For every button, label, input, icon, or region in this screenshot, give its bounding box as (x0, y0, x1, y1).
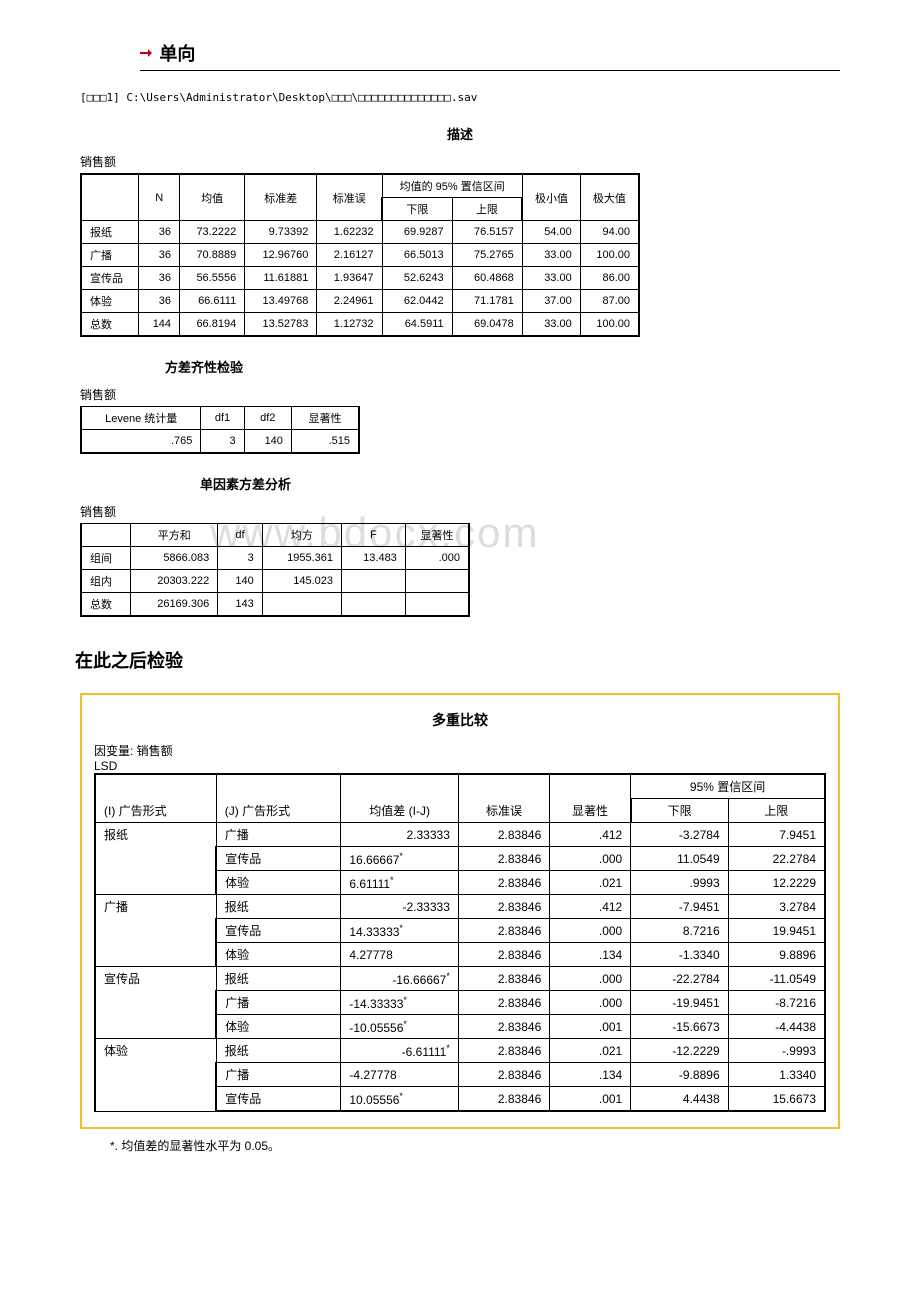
desc-subtitle: 销售额 (80, 153, 840, 170)
table-row: 报纸3673.22229.733921.6223269.928776.51575… (81, 221, 639, 244)
main-title: 单向 (159, 40, 195, 66)
method: LSD (94, 759, 826, 773)
table-row: 宣传品3656.555611.618811.9364752.624360.486… (81, 267, 639, 290)
anova-title: 单因素方差分析 (80, 474, 840, 493)
page: 单向 [□□□1] C:\Users\Administrator\Desktop… (0, 0, 920, 1194)
col-df1: df1 (201, 407, 244, 430)
anova-subtitle: 销售额 (80, 503, 840, 520)
levene-table: Levene 统计量 df1 df2 显著性 .765 3 140 .515 (80, 406, 360, 454)
cell: 140 (244, 430, 291, 454)
col-lower: 下限 (382, 198, 452, 221)
table-row: 组内20303.222140145.023 (81, 570, 469, 593)
table-row: 组间5866.08331955.36113.483.000 (81, 547, 469, 570)
col-upper: 上限 (728, 799, 825, 823)
col-sig: 显著性 (291, 407, 359, 430)
col-lower: 下限 (631, 799, 728, 823)
col-min: 极小值 (522, 174, 580, 221)
col-std: 标准差 (245, 174, 317, 221)
col-levene-stat: Levene 统计量 (81, 407, 201, 430)
dep-var: 因变量: 销售额 (94, 742, 826, 759)
posthoc-title: 在此之后检验 (75, 647, 840, 673)
col-df: df (218, 524, 263, 547)
title-divider (140, 70, 840, 71)
col-n: N (139, 174, 180, 221)
col-sig: 显著性 (405, 524, 469, 547)
table-row: 广播报纸-2.333332.83846.412-7.94513.2784 (95, 895, 825, 919)
cell: 3 (201, 430, 244, 454)
levene-title: 方差齐性检验 (80, 357, 840, 376)
col-se: 标准误 (317, 174, 382, 221)
table-row: 报纸广播2.333332.83846.412-3.27847.9451 (95, 823, 825, 847)
cell: .515 (291, 430, 359, 454)
file-path: [□□□1] C:\Users\Administrator\Desktop\□□… (80, 91, 840, 104)
col-max: 极大值 (580, 174, 639, 221)
table-row: 总数14466.819413.527831.1273264.591169.047… (81, 313, 639, 337)
col-df2: df2 (244, 407, 291, 430)
title-section: 单向 (140, 40, 840, 71)
col-ci: 95% 置信区间 (631, 774, 825, 799)
table-row: 宣传品报纸-16.66667*2.83846.000-22.2784-11.05… (95, 967, 825, 991)
anova-table: 平方和 df 均方 F 显著性 组间5866.08331955.36113.48… (80, 523, 470, 617)
col-f: F (341, 524, 405, 547)
col-ms: 均方 (262, 524, 341, 547)
col-diff: 均值差 (I-J) (341, 774, 459, 823)
content: [□□□1] C:\Users\Administrator\Desktop\□□… (80, 91, 840, 1154)
posthoc-table: (I) 广告形式 (J) 广告形式 均值差 (I-J) 标准误 显著性 95% … (94, 773, 826, 1112)
col-sig: 显著性 (550, 774, 631, 823)
table-row: 广播3670.888912.967602.1612766.501375.2765… (81, 244, 639, 267)
col-se: 标准误 (458, 774, 549, 823)
table-row: 体验报纸-6.61111*2.83846.021-12.2229-.9993 (95, 1039, 825, 1063)
col-i: (I) 广告形式 (95, 774, 216, 823)
table-row: 总数26169.306143 (81, 593, 469, 617)
col-j: (J) 广告形式 (216, 774, 341, 823)
col-ss: 平方和 (131, 524, 218, 547)
desc-title: 描述 (80, 124, 840, 143)
col-upper: 上限 (452, 198, 522, 221)
posthoc-box: 多重比较 因变量: 销售额 LSD (I) 广告形式 (J) 广告形式 均值差 … (80, 693, 840, 1129)
table-row: 体验3666.611113.497682.2496162.044271.1781… (81, 290, 639, 313)
footnote: *. 均值差的显著性水平为 0.05。 (110, 1137, 840, 1154)
cell: .765 (81, 430, 201, 454)
box-title: 多重比较 (94, 710, 826, 730)
levene-subtitle: 销售额 (80, 386, 840, 403)
col-ci: 均值的 95% 置信区间 (382, 174, 522, 198)
bullet-icon (140, 49, 152, 57)
col-mean: 均值 (180, 174, 245, 221)
desc-table: N 均值 标准差 标准误 均值的 95% 置信区间 极小值 极大值 下限 上限 … (80, 173, 640, 337)
